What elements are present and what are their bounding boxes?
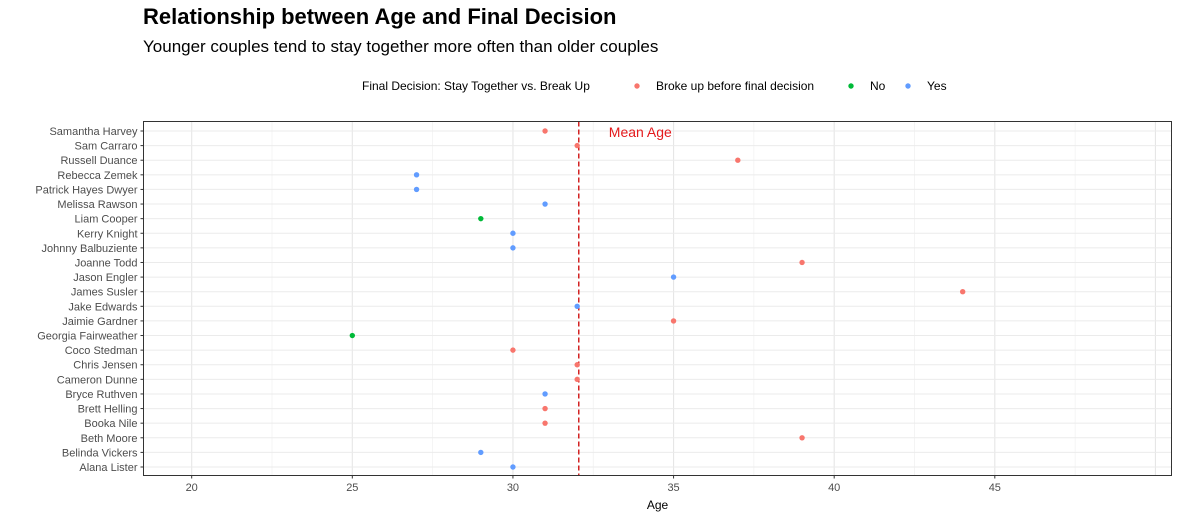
y-tick-label: Samantha Harvey	[49, 126, 138, 138]
legend: Final Decision: Stay Together vs. Break …	[362, 79, 947, 93]
y-tick-label: Georgia Fairweather	[37, 331, 138, 343]
y-tick-label: Russell Duance	[60, 155, 137, 167]
data-point	[799, 259, 805, 266]
data-point	[574, 376, 580, 383]
plot-panel-border	[143, 121, 1172, 476]
y-tick-label: Coco Stedman	[65, 345, 138, 357]
y-tick-label: Belinda Vickers	[62, 447, 138, 459]
legend-label: Yes	[927, 79, 947, 93]
legend-label: Broke up before final decision	[656, 79, 814, 93]
y-tick-label: Beth Moore	[81, 433, 138, 445]
data-point	[542, 405, 548, 412]
y-tick-label: Jason Engler	[73, 272, 138, 284]
y-tick-label: Kerry Knight	[77, 228, 138, 240]
data-point	[510, 347, 516, 353]
data-point	[735, 157, 741, 163]
legend-key	[905, 83, 911, 89]
data-point	[574, 303, 580, 310]
data-points	[349, 128, 966, 470]
y-tick-label: Alana Lister	[79, 462, 137, 474]
y-tick-label: Rebecca Zemek	[57, 170, 138, 182]
mean-age-label: Mean Age	[609, 124, 672, 140]
mean-line-group: Mean Age	[578, 121, 672, 476]
y-tick-label: Chris Jensen	[73, 360, 137, 372]
data-point	[670, 318, 677, 324]
x-tick-label: 35	[667, 482, 679, 494]
y-tick-label: Johnny Balbuziente	[41, 243, 137, 255]
data-point	[542, 391, 548, 397]
y-axis: Samantha Harvey Sam Carraro Russell Duance…	[35, 126, 144, 474]
x-tick-label: 25	[346, 482, 358, 494]
data-point	[510, 245, 516, 251]
legend-key	[848, 83, 854, 89]
legend-label: No	[870, 79, 886, 93]
data-point	[413, 172, 420, 178]
data-point	[510, 464, 516, 470]
x-axis: 20 25 30 35 40 45 Age	[186, 475, 1001, 512]
y-tick-label: Booka Nile	[84, 418, 137, 430]
x-tick-label: 20	[186, 482, 198, 494]
y-tick-label: Liam Cooper	[75, 214, 138, 226]
data-point	[478, 215, 484, 222]
data-point	[670, 274, 677, 280]
data-point	[574, 142, 580, 149]
data-point	[542, 420, 548, 426]
y-tick-label: James Susler	[71, 287, 138, 299]
data-point	[542, 128, 548, 134]
data-point	[542, 201, 548, 207]
y-tick-label: Jake Edwards	[68, 301, 138, 313]
legend-key	[634, 83, 640, 89]
data-point	[799, 435, 805, 441]
grid-lines	[143, 121, 1172, 476]
data-point	[574, 362, 580, 368]
chart-title: Relationship between Age and Final Decis…	[143, 4, 617, 29]
chart-subtitle: Younger couples tend to stay together mo…	[143, 37, 659, 56]
y-tick-label: Bryce Ruthven	[65, 389, 137, 401]
data-point	[959, 288, 966, 295]
y-tick-label: Jaimie Gardner	[62, 316, 138, 328]
data-point	[413, 186, 420, 193]
x-axis-title: Age	[647, 498, 669, 512]
x-tick-label: 45	[989, 482, 1001, 494]
y-tick-label: Melissa Rawson	[57, 199, 137, 211]
legend-title: Final Decision: Stay Together vs. Break …	[362, 79, 590, 93]
data-point	[478, 449, 484, 456]
y-tick-label: Brett Helling	[78, 404, 138, 416]
y-tick-label: Joanne Todd	[75, 257, 138, 269]
data-point	[349, 332, 356, 339]
y-tick-label: Sam Carraro	[75, 141, 138, 153]
x-tick-label: 40	[828, 482, 840, 494]
data-point	[510, 230, 516, 236]
x-tick-label: 30	[507, 482, 519, 494]
y-tick-label: Cameron Dunne	[57, 374, 138, 386]
y-tick-label: Patrick Hayes Dwyer	[35, 184, 137, 196]
